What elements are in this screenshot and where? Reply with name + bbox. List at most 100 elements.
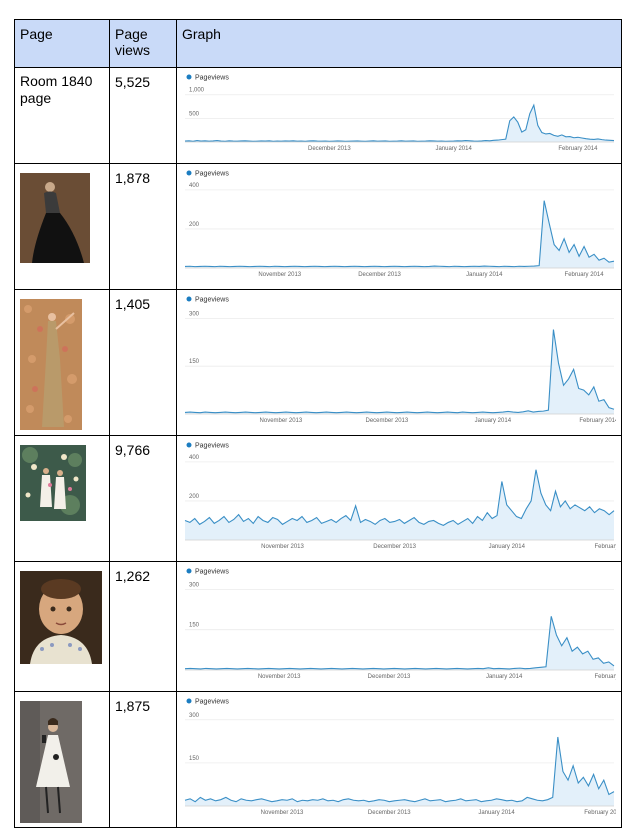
legend-label: Pageviews	[195, 569, 229, 576]
legend-label: Pageviews	[195, 699, 229, 706]
table-row: 9,766 Pageviews 400 200 November 2013 Decemb…	[14, 435, 634, 562]
x-tick-label: January 2014	[478, 810, 515, 816]
pageviews-chart: Pageviews 300 150 November 2013 December 201…	[184, 698, 624, 816]
series-area	[185, 200, 614, 268]
graph-cell: Pageviews 300 150 November 2013 December 201…	[176, 289, 622, 436]
thumbnail-cell	[14, 163, 110, 290]
x-tick-label: December 2013	[358, 272, 401, 278]
y-tick-label: 300	[189, 311, 200, 317]
views-cell: 1,878	[109, 163, 177, 290]
pageviews-chart: Pageviews 300 150 November 2013 December 201…	[184, 296, 619, 424]
graph-cell: Pageviews 300 150 November 2013 December 201…	[176, 561, 634, 692]
x-tick-label: January 2014	[435, 146, 472, 152]
table-row: 1,878 Pageviews 400 200 November 2013 Decemb…	[14, 163, 622, 290]
series-area	[185, 469, 614, 540]
chart-legend: Pageviews	[186, 296, 229, 304]
pageviews-chart: Pageviews 1,000 500 December 2013 January 20…	[184, 74, 615, 152]
pageviews-chart: Pageviews 400 200 November 2013 December 201…	[184, 442, 634, 550]
series-line	[184, 469, 615, 526]
series-area	[185, 616, 614, 670]
y-tick-label: 150	[189, 756, 200, 762]
girl-in-white-dress-painting	[20, 701, 82, 823]
legend-marker	[186, 296, 192, 302]
legend-marker	[186, 568, 192, 574]
x-tick-label: January 2014	[466, 272, 503, 278]
woman-with-flowers-painting	[20, 299, 82, 430]
girls-with-lanterns-painting	[20, 445, 86, 521]
x-tick-label: November 2013	[258, 272, 301, 278]
header-page: Page	[14, 19, 110, 68]
legend-marker	[186, 698, 192, 704]
page-views-value: 1,262	[115, 568, 151, 584]
x-tick-label: January 2014	[475, 418, 512, 424]
x-tick-label: January 2014	[486, 674, 523, 680]
x-tick-label: December 2013	[366, 418, 409, 424]
pageviews-table: Page Page views Graph Room 1840 page 5,5…	[14, 19, 634, 828]
y-tick-label: 500	[189, 111, 200, 117]
table-row: 1,875 Pageviews 300 150 November 2013 Decemb…	[14, 691, 624, 828]
series-line	[184, 200, 615, 268]
y-tick-label: 200	[189, 222, 200, 228]
x-tick-label: February 2014	[594, 674, 616, 680]
y-tick-label: 300	[189, 713, 200, 719]
page-views-value: 1,405	[115, 296, 151, 312]
x-tick-label: December 2013	[308, 146, 351, 152]
y-tick-label: 150	[189, 623, 200, 629]
legend-label: Pageviews	[195, 171, 229, 178]
header-page-views: Page views	[109, 19, 177, 68]
views-cell: 9,766	[109, 435, 177, 562]
x-tick-label: November 2013	[261, 544, 304, 550]
x-tick-label: February 2014	[565, 272, 605, 278]
table-row: Room 1840 page 5,525 Pageviews 1,000 500 De…	[14, 67, 622, 164]
portrait-woman-black-dress	[20, 173, 90, 263]
x-tick-label: December 2013	[373, 544, 416, 550]
header-row: Page Page views Graph	[14, 19, 622, 68]
series-line	[184, 736, 615, 803]
thumbnail-cell	[14, 561, 110, 692]
x-tick-label: February 2014	[584, 810, 616, 816]
chart-legend: Pageviews	[186, 698, 229, 706]
x-tick-label: February 2014	[579, 418, 616, 424]
page-views-value: 5,525	[115, 74, 151, 90]
views-cell: 1,262	[109, 561, 177, 692]
legend-marker	[186, 442, 192, 448]
series-area	[185, 105, 614, 142]
x-tick-label: November 2013	[258, 674, 301, 680]
views-cell: 1,405	[109, 289, 177, 436]
legend-marker	[186, 170, 192, 176]
chart-legend: Pageviews	[186, 442, 229, 450]
y-tick-label: 400	[189, 455, 200, 461]
page-label: Room 1840 page	[20, 73, 93, 106]
series-area	[185, 329, 614, 414]
graph-cell: Pageviews 400 200 November 2013 December 201…	[176, 163, 622, 290]
graph-cell: Pageviews 1,000 500 December 2013 January 20…	[176, 67, 622, 164]
legend-marker	[186, 74, 192, 80]
x-tick-label: November 2013	[261, 810, 304, 816]
page-views-value: 1,875	[115, 698, 151, 714]
page-views-value: 9,766	[115, 442, 151, 458]
x-tick-label: November 2013	[260, 418, 303, 424]
views-cell: 5,525	[109, 67, 177, 164]
page-cell-label: Room 1840 page	[14, 67, 110, 164]
pageviews-chart: Pageviews 300 150 November 2013 December 201…	[184, 568, 634, 680]
y-tick-label: 150	[189, 359, 200, 365]
baby-portrait-painting	[20, 571, 102, 664]
views-cell: 1,875	[109, 691, 177, 828]
x-tick-label: February 2014	[594, 544, 616, 550]
legend-label: Pageviews	[195, 297, 229, 304]
graph-cell: Pageviews 400 200 November 2013 December 201…	[176, 435, 634, 562]
x-tick-label: February 2014	[558, 146, 598, 152]
thumbnail-cell	[14, 435, 110, 562]
y-tick-label: 1,000	[189, 88, 205, 94]
thumbnail-cell	[14, 289, 110, 436]
series-line	[184, 103, 615, 142]
table-row: 1,405 Pageviews 300 150 November 2013 Decemb…	[14, 289, 622, 436]
series-area	[185, 737, 614, 806]
y-tick-label: 200	[189, 494, 200, 500]
legend-label: Pageviews	[195, 75, 229, 82]
x-tick-label: January 2014	[489, 544, 526, 550]
x-tick-label: December 2013	[368, 674, 411, 680]
thumbnail-cell	[14, 691, 110, 828]
x-tick-label: December 2013	[368, 810, 411, 816]
header-graph: Graph	[176, 19, 622, 68]
